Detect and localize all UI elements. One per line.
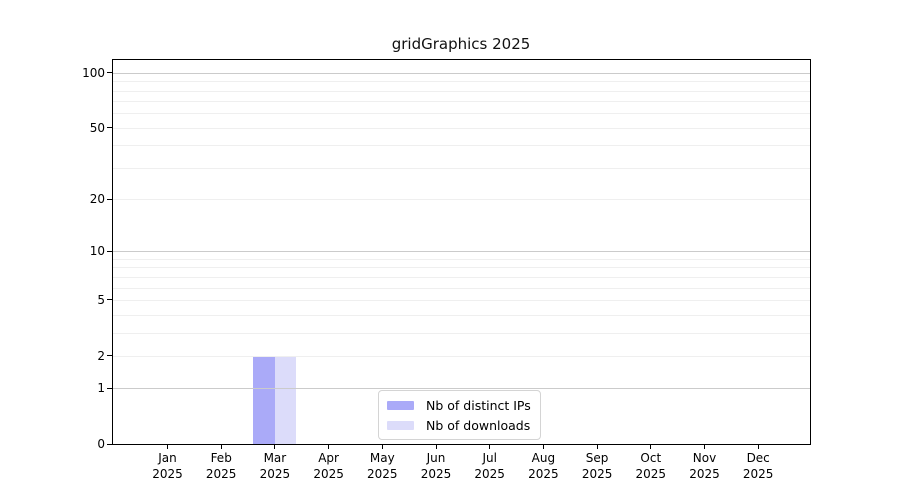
y-axis-tick bbox=[107, 299, 112, 301]
x-axis-tick bbox=[757, 444, 759, 449]
y-axis-tick bbox=[107, 387, 112, 389]
y-axis-tick-label: 50 bbox=[89, 120, 105, 135]
x-axis-tick-label: Jul 2025 bbox=[474, 451, 505, 481]
x-axis-tick-label: Nov 2025 bbox=[689, 451, 720, 481]
y-axis-tick-label: 100 bbox=[82, 65, 105, 80]
y-axis-tick bbox=[107, 443, 112, 445]
x-axis-tick bbox=[489, 444, 491, 449]
x-axis-tick-label: Feb 2025 bbox=[205, 451, 237, 481]
x-axis-tick bbox=[274, 444, 276, 449]
gridline-minor bbox=[113, 167, 810, 169]
x-axis-tick-label: Oct 2025 bbox=[635, 451, 667, 481]
y-axis-tick-label: 2 bbox=[97, 348, 105, 363]
gridline-minor bbox=[113, 314, 810, 316]
chart-title: gridGraphics 2025 bbox=[391, 35, 531, 53]
x-axis-tick-label: Sep 2025 bbox=[581, 451, 613, 481]
gridline-minor bbox=[113, 113, 810, 115]
x-axis-tick bbox=[167, 444, 168, 449]
x-axis-tick bbox=[650, 444, 652, 449]
legend-label-distinct-ips: Nb of distinct IPs bbox=[426, 397, 531, 413]
legend-swatch-downloads bbox=[387, 420, 414, 430]
gridline-major bbox=[113, 72, 810, 74]
x-axis-tick bbox=[704, 444, 705, 449]
gridline-minor bbox=[113, 199, 810, 201]
gridline-minor bbox=[113, 355, 810, 357]
legend-label-downloads: Nb of downloads bbox=[426, 417, 531, 433]
plot-area: 100 50 20 10 5 2 1 0 Jan 2025 Feb 2025 Mar 2025 Apr… bbox=[82, 59, 811, 481]
x-axis-tick-label: Aug 2025 bbox=[528, 451, 559, 481]
y-axis-tick-label: 1 bbox=[97, 381, 105, 396]
y-axis-tick bbox=[107, 127, 112, 129]
y-axis-tick bbox=[107, 250, 112, 252]
gridline-minor bbox=[113, 101, 810, 103]
y-axis-tick bbox=[107, 198, 112, 200]
gridline-minor bbox=[113, 267, 810, 269]
gridline-minor bbox=[113, 332, 810, 334]
x-axis-tick-label: Jan 2025 bbox=[152, 451, 183, 481]
x-axis-tick bbox=[542, 444, 544, 449]
bar-nb-of-distinct-ips bbox=[253, 355, 275, 444]
x-axis-tick-label: May 2025 bbox=[367, 451, 398, 481]
bar-nb-of-downloads bbox=[274, 355, 297, 444]
x-axis-tick bbox=[381, 444, 383, 449]
x-axis-tick-label: Mar 2025 bbox=[259, 451, 291, 481]
gridline-major bbox=[113, 251, 810, 253]
legend-item-distinct-ips: Nb of distinct IPs bbox=[387, 395, 531, 415]
y-axis-tick-label: 20 bbox=[89, 192, 105, 207]
gridline-minor bbox=[113, 299, 810, 301]
gridline-minor bbox=[113, 127, 810, 129]
x-axis-tick bbox=[596, 444, 598, 449]
x-axis-tick bbox=[328, 444, 330, 449]
x-axis-tick-label: Jun 2025 bbox=[420, 451, 452, 481]
legend-swatch-distinct-ips bbox=[387, 400, 414, 410]
x-axis-tick bbox=[220, 444, 222, 449]
gridline-minor bbox=[113, 90, 810, 92]
legend: Nb of distinct IPs Nb of downloads bbox=[378, 390, 541, 440]
x-axis-tick-label: Dec 2025 bbox=[742, 451, 774, 481]
y-axis-tick-label: 5 bbox=[97, 292, 105, 307]
y-axis-tick bbox=[107, 72, 112, 74]
gridline-minor bbox=[113, 258, 810, 260]
legend-item-downloads: Nb of downloads bbox=[387, 415, 531, 435]
x-axis-tick bbox=[435, 444, 437, 449]
y-axis-tick bbox=[107, 355, 112, 357]
gridline-minor bbox=[113, 81, 810, 83]
x-axis-tick-label: Apr 2025 bbox=[313, 451, 344, 481]
gridline-minor bbox=[113, 276, 810, 278]
y-axis-tick-label: 0 bbox=[97, 437, 105, 451]
gridline-minor bbox=[113, 287, 810, 289]
gridline-minor bbox=[113, 145, 810, 147]
y-axis-tick-label: 10 bbox=[89, 244, 105, 259]
gridline-major bbox=[113, 388, 810, 390]
